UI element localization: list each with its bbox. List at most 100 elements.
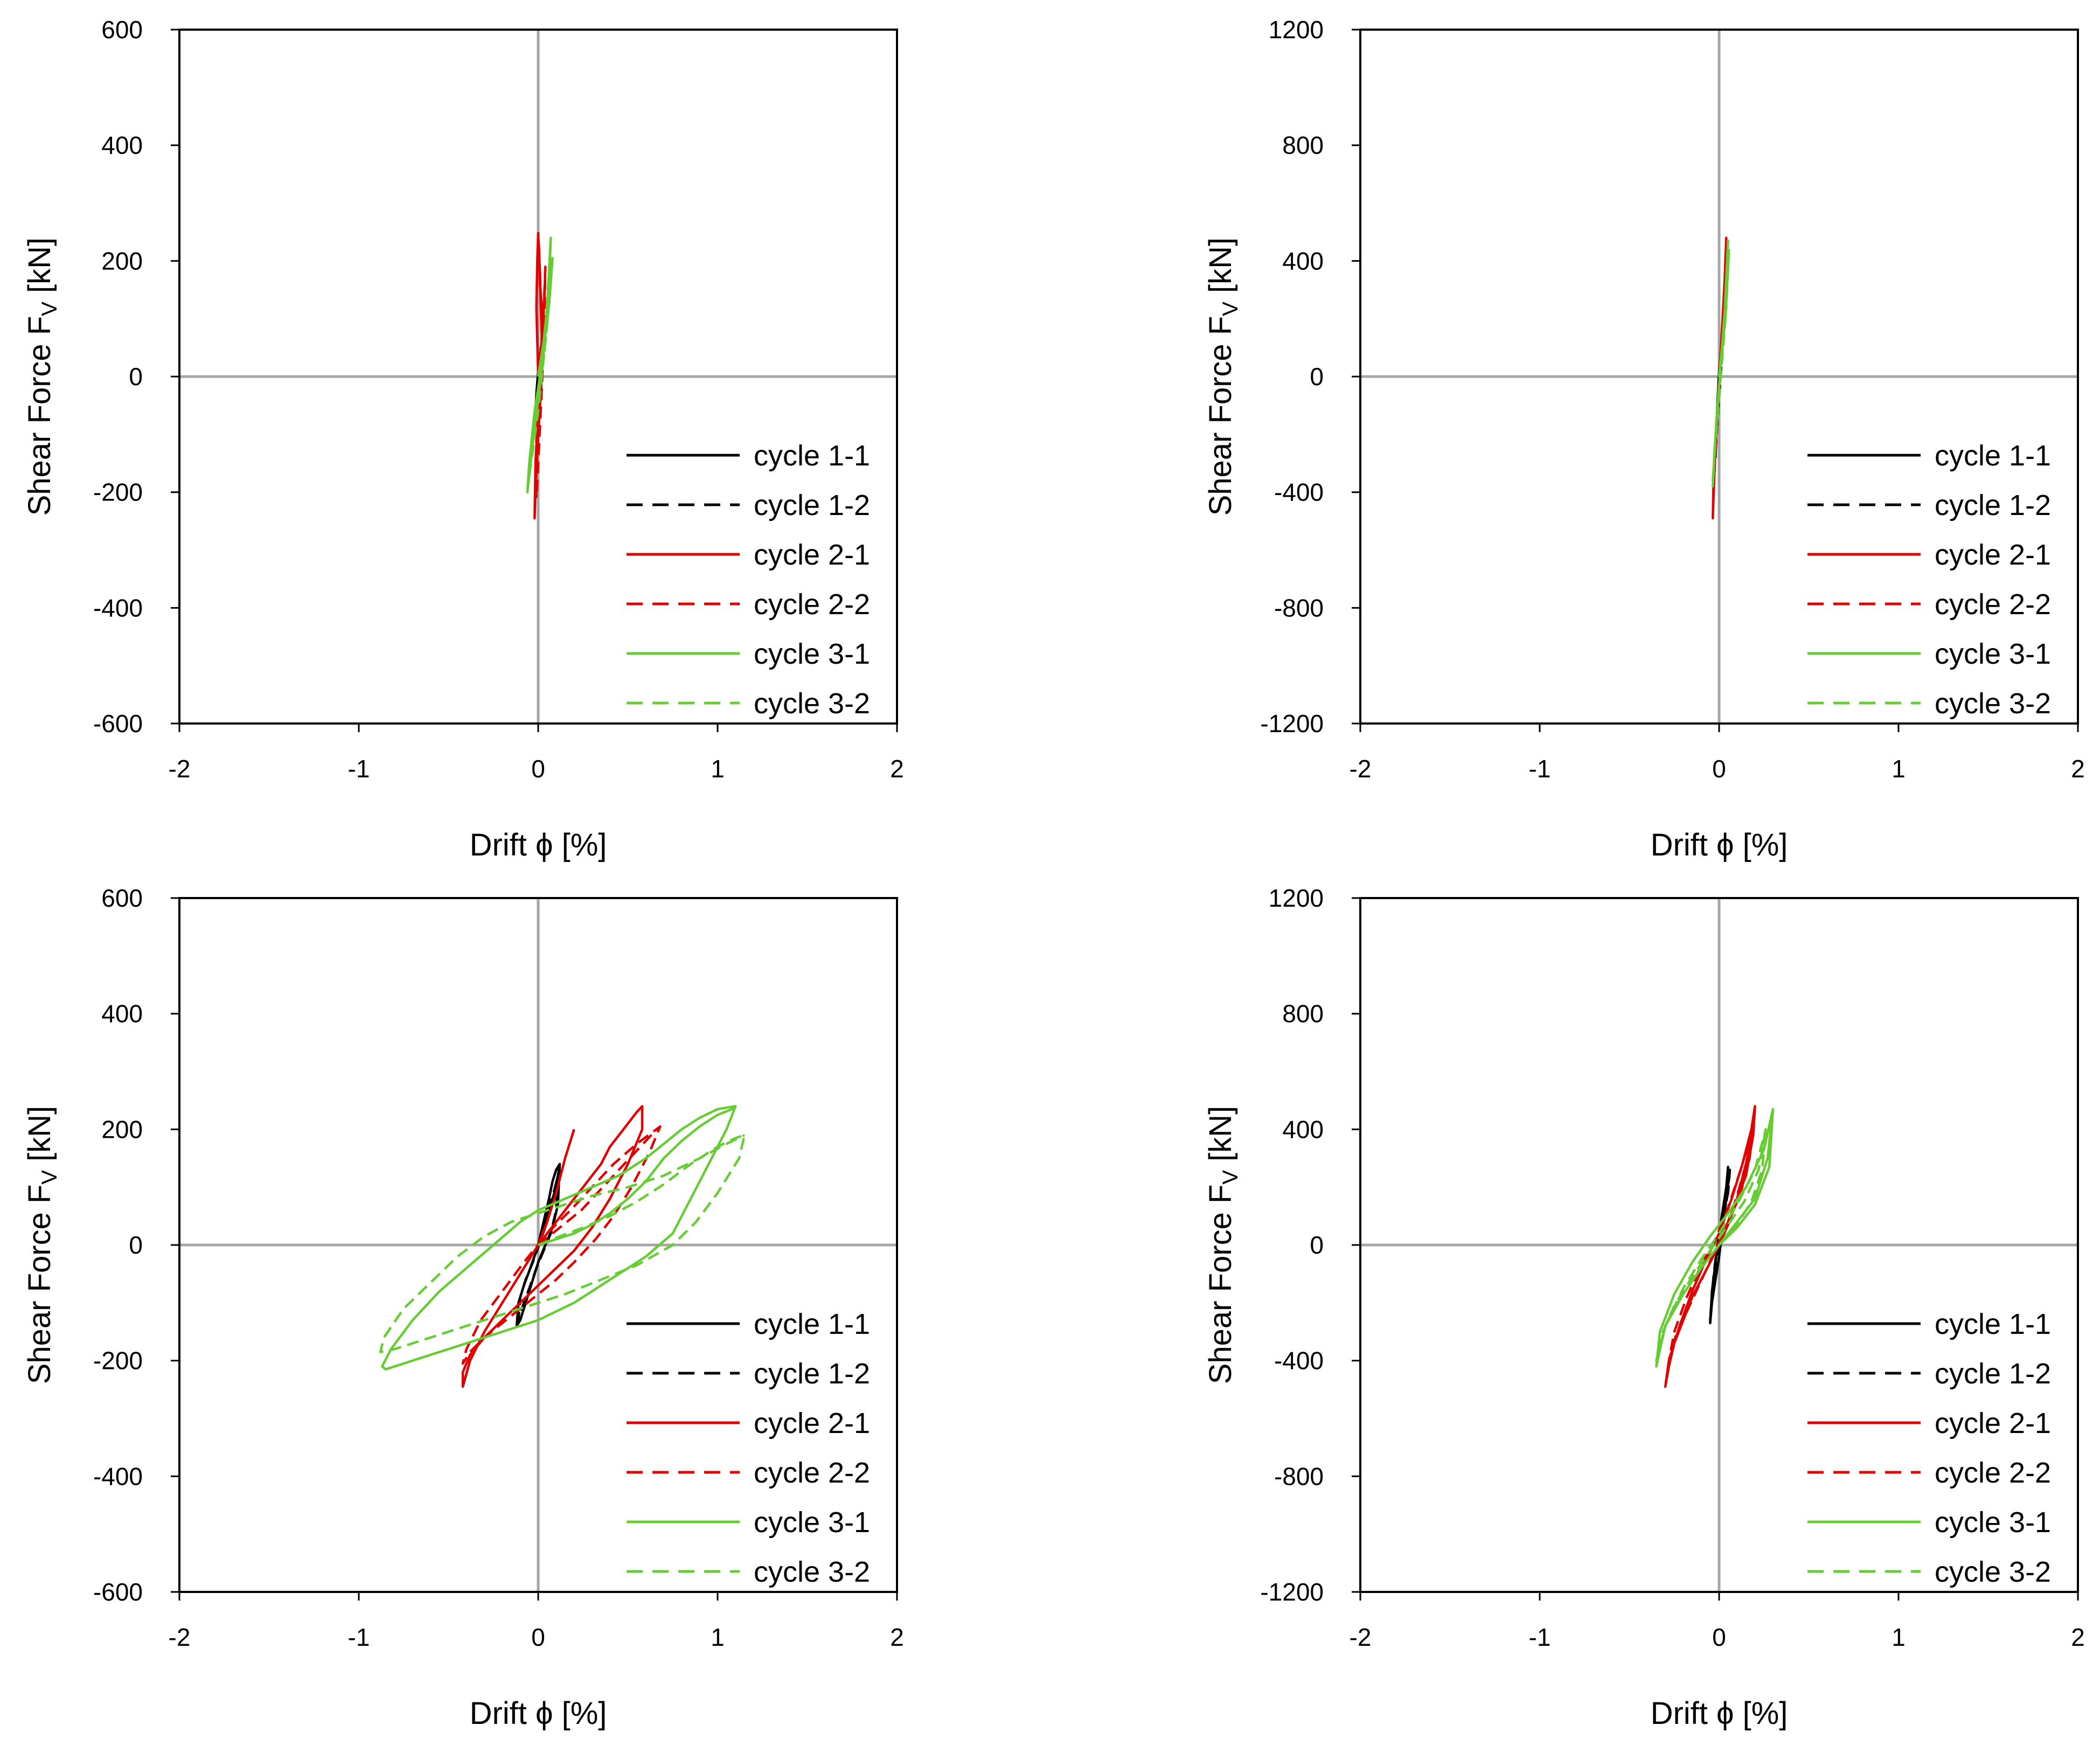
y-axis-label-unit: [kN] — [22, 238, 57, 302]
y-tick-label: 400 — [101, 131, 143, 159]
x-tick-label: -2 — [1350, 1623, 1372, 1651]
series-line-cycle-3-1 — [381, 1105, 737, 1371]
y-tick-label: -600 — [93, 709, 143, 738]
legend-label: cycle 1-1 — [754, 1308, 870, 1340]
x-tick-label: -1 — [1529, 1623, 1551, 1651]
y-axis-label-unit: [kN] — [1203, 1106, 1238, 1170]
series-line-cycle-3-1 — [1655, 1108, 1775, 1368]
y-tick-label: 0 — [129, 1231, 143, 1259]
y-tick-label: 400 — [101, 1000, 143, 1028]
panel-bottom-right: -2 -1 0 1 2 -1200 -800 -400 0 400 800 1200 cycle 1-1… — [1203, 884, 2085, 1731]
series-line-cycle-3-2 — [1712, 248, 1730, 482]
x-axis-label: Drift ϕ [%] — [470, 1696, 607, 1731]
legend-label: cycle 3-2 — [1935, 1556, 2051, 1588]
y-axis-label-unit: [kN] — [1203, 238, 1238, 302]
legend-label: cycle 1-2 — [754, 489, 870, 521]
y-tick-label: 0 — [1310, 363, 1324, 391]
y-tick-label: -400 — [93, 594, 143, 622]
legend-label: cycle 3-1 — [1935, 638, 2051, 670]
legend-label: cycle 3-2 — [754, 687, 870, 720]
y-tick-label: -800 — [1274, 1462, 1324, 1490]
x-tick-label: 2 — [2071, 1623, 2085, 1651]
y-axis-label-subscript: V — [1219, 302, 1242, 316]
legend-label: cycle 2-1 — [1935, 1407, 2051, 1439]
legend-label: cycle 2-2 — [754, 588, 870, 621]
y-axis-label: Shear Force FV [kN] — [1203, 238, 1242, 516]
plot-frame — [1359, 897, 2079, 1593]
x-tick-label: -2 — [1350, 755, 1372, 783]
x-tick-label: -1 — [1529, 755, 1551, 783]
y-tick-label: 1200 — [1269, 16, 1324, 44]
y-tick-label: -600 — [93, 1578, 143, 1606]
x-axis-label: Drift ϕ [%] — [1651, 827, 1788, 862]
series-line-cycle-2-1 — [461, 1105, 644, 1388]
series-group — [526, 232, 554, 520]
y-axis-label-main: Shear Force F — [1203, 316, 1238, 516]
y-axis-label-subscript: V — [38, 302, 61, 316]
x-tick-label: 1 — [1892, 755, 1906, 783]
series-line-cycle-3-2 — [379, 1133, 746, 1353]
x-tick-label: 0 — [1712, 755, 1726, 783]
series-line-cycle-3-2 — [1655, 1128, 1767, 1362]
y-tick-label: 800 — [1282, 1000, 1324, 1028]
x-tick-label: 0 — [1712, 1623, 1726, 1651]
y-axis-label-main: Shear Force F — [22, 316, 57, 516]
x-tick-label: -1 — [348, 1623, 370, 1651]
series-group — [379, 1105, 746, 1388]
x-tick-label: 1 — [1892, 1623, 1906, 1651]
y-tick-label: 600 — [101, 16, 143, 44]
series-line-cycle-2-1 — [533, 232, 545, 520]
x-tick-label: 2 — [890, 1623, 904, 1651]
legend: cycle 1-1 cycle 1-2 cycle 2-1 cycle 2-2 cycl… — [1807, 1308, 2051, 1588]
y-axis-label-subscript: V — [1219, 1170, 1242, 1185]
y-axis-label: Shear Force FV [kN] — [22, 1106, 61, 1385]
legend-label: cycle 3-1 — [1935, 1506, 2051, 1539]
legend-label: cycle 1-2 — [1935, 489, 2051, 521]
x-axis-label: Drift ϕ [%] — [470, 827, 607, 862]
y-axis-label-unit: [kN] — [22, 1106, 57, 1170]
legend-label: cycle 2-1 — [1935, 539, 2051, 571]
y-axis-label: Shear Force FV [kN] — [22, 238, 61, 516]
y-axis-label-main: Shear Force F — [1203, 1185, 1238, 1385]
legend-label: cycle 2-2 — [1935, 1457, 2051, 1489]
legend-label: cycle 2-2 — [754, 1457, 870, 1489]
x-tick-label: 1 — [711, 755, 725, 783]
y-tick-label: -400 — [93, 1462, 143, 1490]
y-tick-label: 600 — [101, 884, 143, 912]
y-tick-label: 800 — [1282, 131, 1324, 159]
y-axis-label: Shear Force FV [kN] — [1203, 1106, 1242, 1385]
legend: cycle 1-1 cycle 1-2 cycle 2-1 cycle 2-2 cycl… — [1807, 440, 2051, 720]
series-line-cycle-3-2 — [526, 256, 554, 491]
legend-label: cycle 3-1 — [754, 1506, 870, 1539]
legend-label: cycle 2-2 — [1935, 588, 2051, 621]
legend-label: cycle 1-2 — [1935, 1358, 2051, 1390]
legend-label: cycle 1-2 — [754, 1358, 870, 1390]
y-tick-label: 400 — [1282, 247, 1324, 275]
series-line-cycle-2-2 — [461, 1125, 662, 1365]
y-tick-label: 200 — [101, 1115, 143, 1143]
y-tick-label: -400 — [1274, 1347, 1324, 1375]
x-tick-label: -2 — [169, 755, 191, 783]
x-tick-label: 0 — [531, 755, 545, 783]
series-group — [1712, 236, 1730, 520]
y-axis-label-main: Shear Force F — [22, 1185, 57, 1385]
y-tick-label: -1200 — [1260, 709, 1324, 738]
legend-label: cycle 3-2 — [754, 1556, 870, 1588]
legend-label: cycle 2-1 — [754, 539, 870, 571]
x-tick-label: -2 — [169, 1623, 191, 1651]
x-tick-label: 2 — [890, 755, 904, 783]
legend: cycle 1-1 cycle 1-2 cycle 2-1 cycle 2-2 cycl… — [627, 1308, 870, 1588]
legend-label: cycle 1-1 — [1935, 440, 2051, 472]
plot-frame — [1359, 29, 2079, 725]
y-tick-label: 0 — [1310, 1231, 1324, 1259]
legend-label: cycle 2-1 — [754, 1407, 870, 1439]
y-tick-label: -400 — [1274, 478, 1324, 506]
y-tick-label: -200 — [93, 478, 143, 506]
panel-top-right: -2 -1 0 1 2 -1200 -800 -400 0 400 800 1200 cycle 1-1… — [1203, 16, 2085, 862]
y-tick-label: 1200 — [1269, 884, 1324, 912]
y-tick-label: 0 — [129, 363, 143, 391]
legend-label: cycle 3-1 — [754, 638, 870, 670]
legend-label: cycle 3-2 — [1935, 687, 2051, 720]
